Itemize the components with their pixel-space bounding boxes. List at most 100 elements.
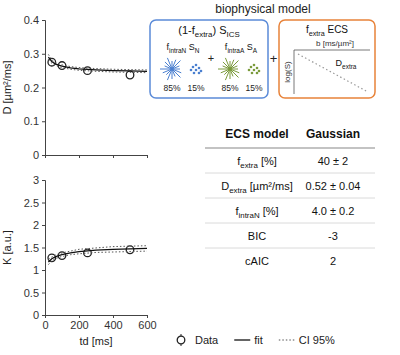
y-tick: 2: [33, 219, 45, 231]
tick-label: 200: [70, 319, 88, 331]
text-part: N: [195, 47, 200, 54]
tick-label: 400: [104, 319, 122, 331]
y-tick: 3: [33, 174, 45, 186]
y-axis-title: D [µm²/ms]: [1, 61, 13, 115]
fibre: [230, 69, 238, 77]
tick-label: 0: [42, 319, 48, 331]
y-tick: 0.4: [24, 14, 45, 26]
dot: [200, 70, 203, 73]
ci-line: [48, 54, 147, 70]
legend-item: Data: [177, 334, 219, 346]
percent-label: 85%: [221, 83, 238, 93]
tick-label: 2: [33, 219, 39, 231]
fibre: [230, 61, 238, 69]
text-part: S: [186, 42, 195, 52]
dot: [256, 67, 259, 70]
fibre-icon: [160, 58, 181, 80]
tick-mark: [42, 293, 45, 294]
tick-mark: [42, 248, 45, 249]
dot: [190, 69, 193, 72]
legend-item: CI 95%: [279, 334, 335, 346]
legend-icon: [234, 339, 250, 340]
ci-line: [48, 246, 147, 260]
plot-area: [48, 246, 147, 265]
text-part: extra: [342, 63, 357, 70]
tick-label: 0.3: [24, 48, 39, 60]
table-cell: Dextra [µm²/ms]: [221, 180, 293, 195]
table-cell: -3: [328, 230, 338, 242]
text-part: cAIC: [245, 255, 269, 267]
axis-line: [42, 21, 46, 156]
dot: [198, 72, 201, 75]
table-cell: 0.52 ± 0.04: [306, 180, 361, 192]
term-label: fintraA SA: [225, 42, 258, 54]
ci-line: [48, 60, 147, 73]
percent-label: 15%: [245, 83, 262, 93]
tick-mark: [79, 315, 80, 318]
fibre: [172, 69, 180, 77]
mini-axis-title: log(S): [283, 61, 292, 83]
x-tick: 600: [138, 315, 156, 331]
tick-mark: [42, 155, 45, 156]
dot: [195, 64, 198, 67]
x-tick: 200: [70, 315, 88, 331]
fibre: [172, 61, 180, 69]
dot: [250, 66, 253, 69]
text-part: ) S: [212, 24, 226, 36]
table-cell: BIC: [248, 230, 266, 242]
text-part: D: [221, 180, 229, 192]
dot: [256, 72, 259, 75]
table: ECS model Gaussian fextra [%] 40 ± 2 Dextra …: [205, 127, 375, 267]
tick-mark: [42, 54, 45, 55]
tick-mark: [42, 315, 45, 316]
legend-label: CI 95%: [299, 334, 335, 346]
dot: [253, 64, 256, 67]
text-part: ICS: [226, 30, 239, 39]
tick-label: 3: [33, 174, 39, 186]
table-rule: [205, 223, 375, 224]
y-tick: 0.5: [24, 287, 45, 299]
tick-mark: [42, 203, 45, 204]
dot: [248, 69, 251, 72]
y-axis: 00.10.20.30.4: [24, 14, 46, 161]
signal-decay: [298, 54, 368, 92]
operator: +: [208, 52, 214, 64]
fibre: [172, 66, 179, 69]
text-part: BIC: [248, 230, 266, 242]
y-tick: 2.5: [24, 197, 45, 209]
chart: 00.10.20.30.4D [µm²/ms]: [1, 14, 148, 161]
legend: DatafitCI 95%: [177, 334, 335, 346]
text-part: A: [253, 47, 258, 54]
tick-label: 0: [33, 309, 39, 321]
tick-mark: [42, 121, 45, 122]
tick-label: 0.5: [24, 287, 39, 299]
table-cell: 4.0 ± 0.2: [312, 205, 355, 217]
text-part: extra: [240, 161, 258, 170]
y-tick: 0: [33, 309, 45, 321]
table-rule: [205, 147, 375, 148]
text-part: (1-f: [178, 24, 195, 36]
text-part: [%]: [258, 155, 277, 167]
mini-axis-title: b [ms/µm²]: [316, 39, 354, 48]
table-header: Gaussian: [306, 127, 360, 141]
fibre-icon: [218, 58, 239, 80]
tick-mark: [113, 155, 114, 158]
table-header: ECS model: [225, 127, 288, 141]
tick-label: 0.4: [24, 14, 39, 26]
table-cell: cAIC: [245, 255, 269, 267]
x-axis: 0 200 400 600: [42, 315, 156, 331]
tick-mark: [42, 270, 45, 271]
percent-label: 15%: [187, 83, 204, 93]
axis-line: [46, 316, 148, 319]
table-cell: 40 ± 2: [318, 155, 349, 167]
dot: [195, 69, 198, 72]
tick-mark: [79, 155, 80, 158]
x-tick: 0: [42, 315, 48, 331]
mini-axis: [294, 50, 295, 94]
axis-line: [46, 156, 148, 159]
tick-label: 600: [138, 319, 156, 331]
x-tick: 400: [104, 315, 122, 331]
y-tick: 0.1: [24, 115, 45, 127]
mini-axis: [294, 50, 370, 51]
table-cell: fextra [%]: [237, 155, 277, 170]
